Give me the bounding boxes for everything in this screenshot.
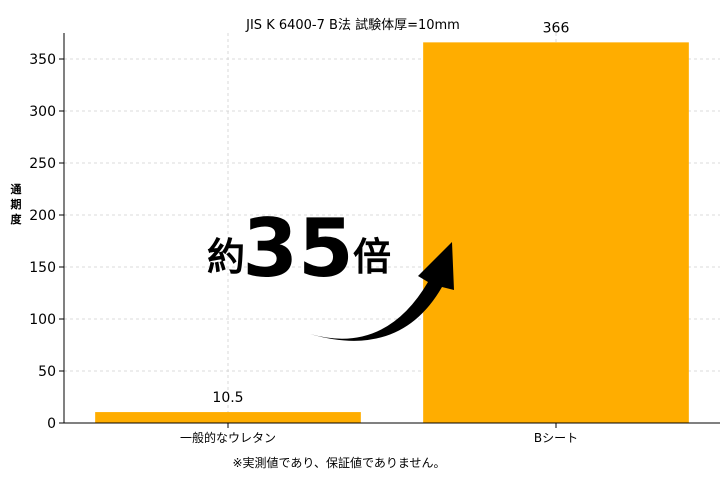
multiplier-annotation: 約 35 倍 bbox=[207, 202, 454, 341]
footnote: ※実測値であり、保証値でありません。 bbox=[233, 455, 446, 470]
chart-title: JIS K 6400-7 B法 試験体厚=10mm bbox=[245, 17, 460, 33]
y-tick-label: 300 bbox=[29, 104, 56, 120]
curved-arrow-icon bbox=[310, 242, 454, 341]
y-tick-label: 350 bbox=[29, 52, 56, 68]
bars bbox=[95, 42, 689, 424]
x-tick-label: Bシート bbox=[534, 431, 578, 445]
y-axis-label: 通期度 bbox=[11, 183, 23, 226]
y-axis-ticks: 0 50 100 150 200 250 300 350 bbox=[29, 52, 64, 432]
x-axis-ticks: 一般的なウレタン Bシート bbox=[180, 423, 578, 445]
bar bbox=[95, 412, 361, 423]
annotation-prefix: 約 bbox=[207, 235, 245, 279]
y-tick-label: 200 bbox=[29, 208, 56, 224]
bar bbox=[423, 42, 689, 424]
y-tick-label: 250 bbox=[29, 156, 56, 172]
annotation-number: 35 bbox=[242, 202, 353, 295]
y-tick-label: 150 bbox=[29, 260, 56, 276]
y-tick-label: 0 bbox=[47, 416, 56, 432]
annotation-suffix: 倍 bbox=[353, 235, 391, 279]
x-tick-label: 一般的なウレタン bbox=[180, 430, 276, 445]
bar-value-label: 366 bbox=[543, 20, 570, 36]
y-tick-label: 100 bbox=[29, 312, 56, 328]
y-tick-label: 50 bbox=[38, 364, 56, 380]
bar-value-labels: 10.5 366 bbox=[212, 20, 569, 406]
bar-value-label: 10.5 bbox=[212, 390, 243, 406]
